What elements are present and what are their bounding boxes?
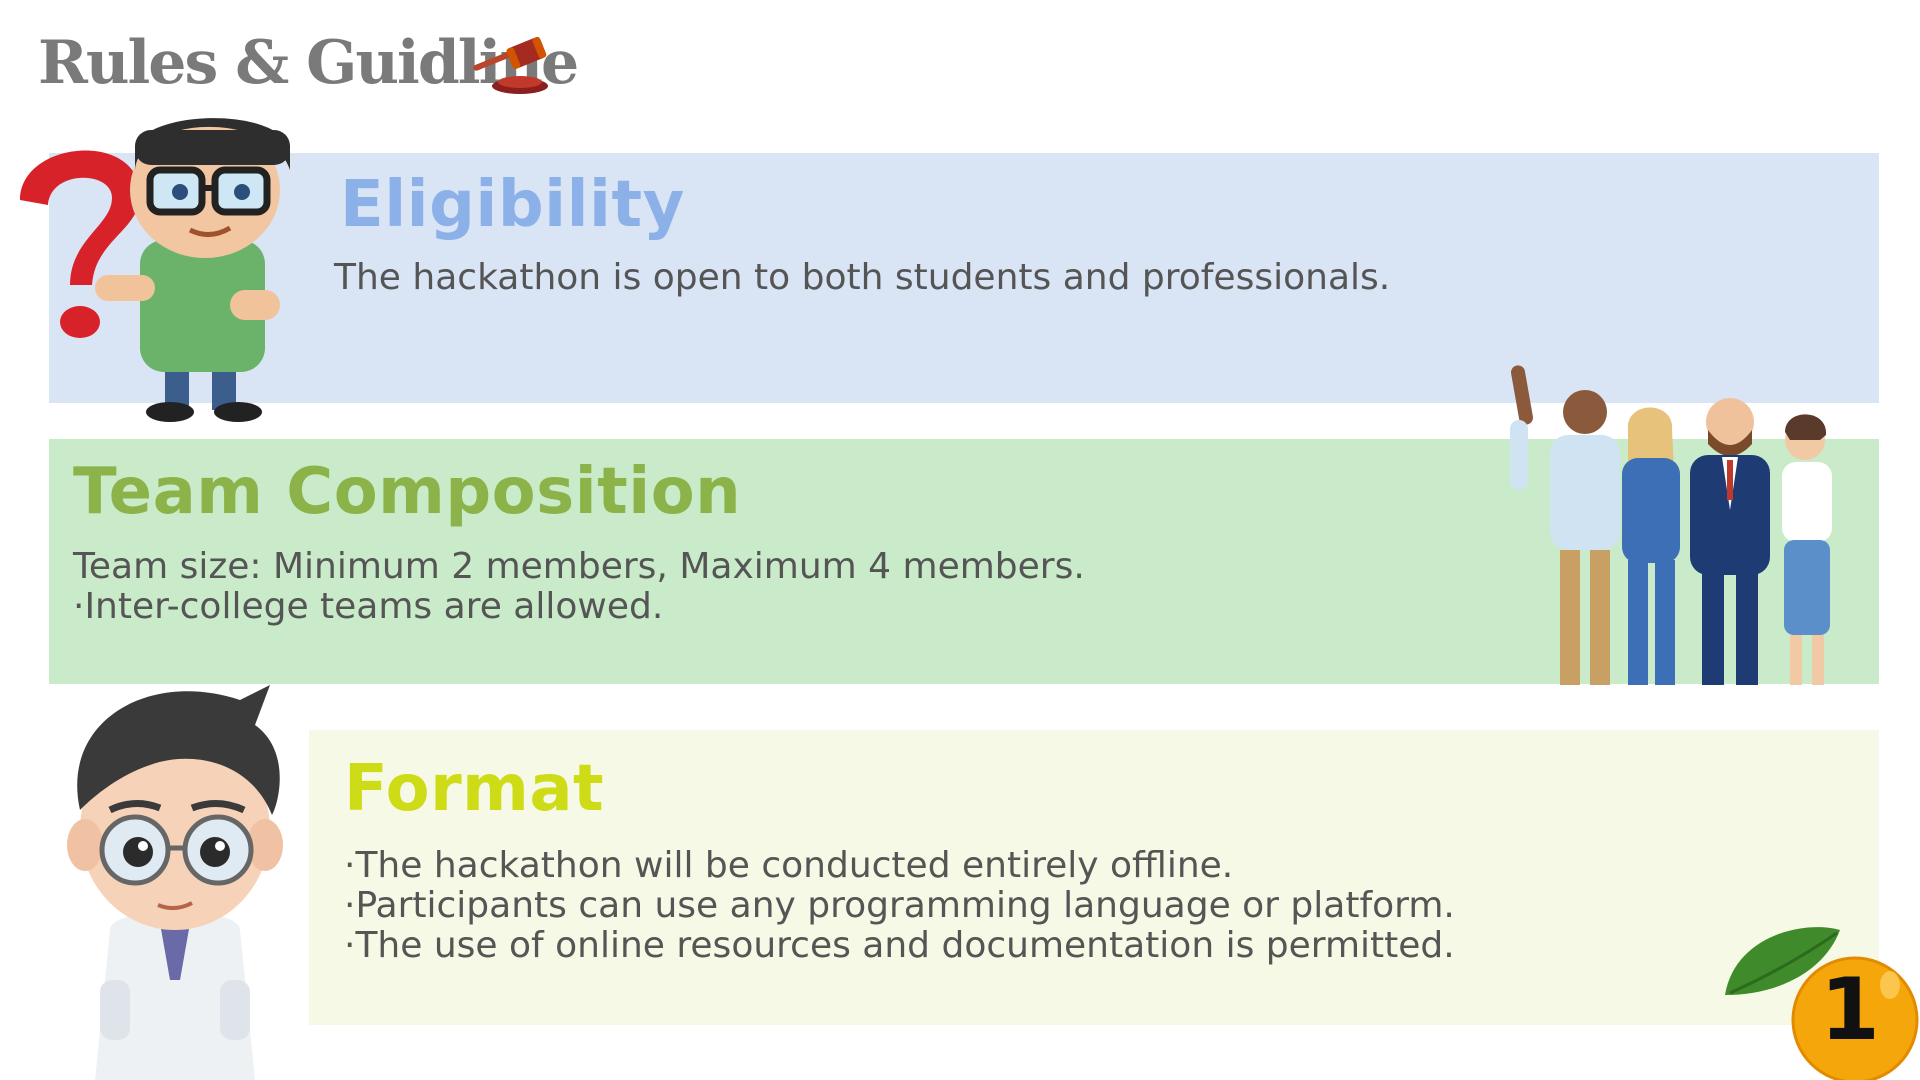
cartoon-boy-question-mark-illustration	[20, 118, 290, 422]
team-size-text: Team size: Minimum 2 members, Maximum 4 …	[73, 546, 1085, 587]
business-team-illustration	[1510, 365, 1832, 685]
gavel-icon	[473, 36, 548, 94]
format-offline-text: ·The hackathon will be conducted entirel…	[344, 845, 1234, 886]
format-heading: Format	[344, 752, 605, 826]
eligibility-heading: Eligibility	[340, 168, 685, 242]
cartoon-doctor-illustration	[67, 685, 283, 1080]
format-language-text: ·Participants can use any programming la…	[344, 885, 1455, 926]
team-composition-heading: Team Composition	[73, 455, 742, 529]
eligibility-panel	[49, 153, 1879, 403]
orange-fruit-icon	[1725, 927, 1919, 1080]
eligibility-text: The hackathon is open to both students a…	[334, 257, 1391, 298]
format-resources-text: ·The use of online resources and documen…	[344, 925, 1455, 966]
page-number: 1	[1820, 960, 1880, 1060]
format-panel	[309, 730, 1879, 1025]
inter-college-text: ·Inter-college teams are allowed.	[73, 586, 664, 627]
